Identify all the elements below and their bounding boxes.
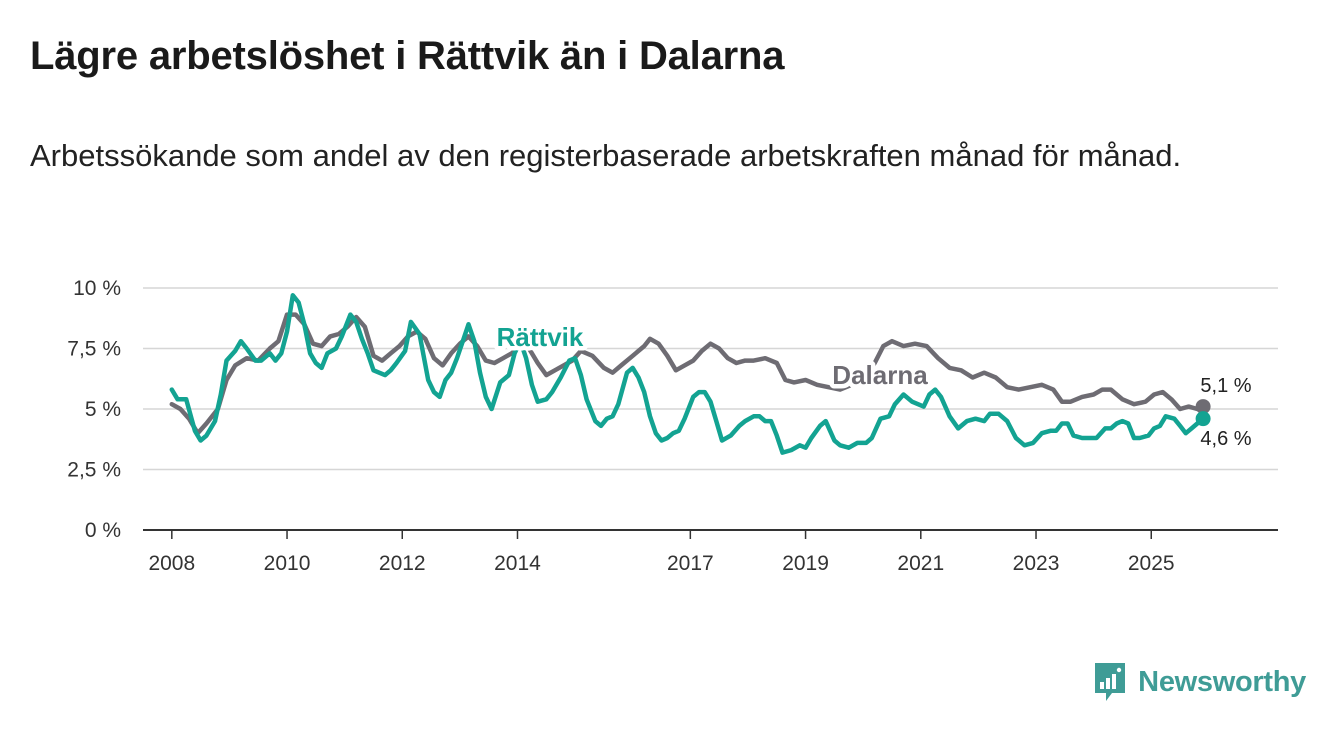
y-tick-label: 0 % [85,519,121,542]
series-name-label: Rättvik [497,322,584,352]
series-line-r-ttvik [169,293,1206,455]
end-value-label: 5,1 % [1200,375,1251,397]
brand-logo[interactable]: Newsworthy [1092,660,1306,704]
end-value-label: 4,6 % [1200,428,1251,450]
y-tick-label: 5 % [85,398,121,421]
bar-chart-bubble-icon [1095,663,1126,701]
end-point-r-ttvik [1195,411,1211,427]
x-tick-label: 2025 [1128,552,1175,575]
chart-subtitle: Arbetssökande som andel av den registerb… [30,138,1182,173]
x-tick-label: 2017 [667,552,714,575]
chart-title: Lägre arbetslöshet i Rättvik än i Dalarn… [30,34,785,78]
x-tick-label: 2008 [148,552,195,575]
x-tick-label: 2010 [264,552,311,575]
x-tick-label: 2021 [897,552,944,575]
series [169,293,1211,455]
series-name-label: Dalarna [832,360,928,390]
labels: Rättvik Dalarna 5,1 % 4,6 % [492,318,1255,454]
line-chart: 0 % 2,5 % 5 % 7,5 % 10 % 2008 2010 2012 2014 2017… [67,277,1278,575]
y-tick-label: 7,5 % [67,338,121,361]
y-tick-label: 2,5 % [67,459,121,482]
axes: 0 % 2,5 % 5 % 7,5 % 10 % 2008 2010 2012 2014 2017… [67,277,1278,575]
series-line-dalarna [169,312,1206,436]
x-tick-label: 2012 [379,552,426,575]
x-tick-label: 2014 [494,552,541,575]
brand-name: Newsworthy [1138,665,1306,698]
gridlines [143,287,1278,471]
y-tick-label: 10 % [73,277,121,300]
x-tick-label: 2023 [1013,552,1060,575]
x-tick-label: 2019 [782,552,829,575]
end-point-dalarna [1195,399,1211,415]
